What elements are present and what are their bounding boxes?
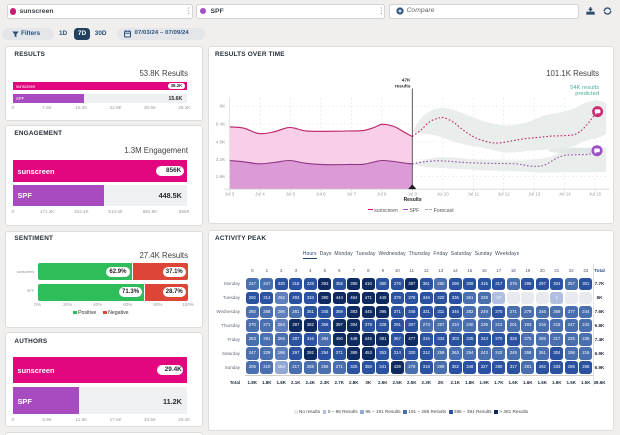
svg-text:Jul 14: Jul 14 <box>559 191 572 196</box>
svg-text:Jul 9: Jul 9 <box>408 191 418 196</box>
svg-text:Results: Results <box>404 197 422 203</box>
svg-text:Jul 15: Jul 15 <box>589 191 602 196</box>
svg-text:1.6K: 1.6K <box>216 174 225 179</box>
svg-text:Jul 10: Jul 10 <box>437 191 450 196</box>
svg-text:Jul 13: Jul 13 <box>528 191 541 196</box>
svg-text:Jul 8: Jul 8 <box>377 191 387 196</box>
svg-text:6.4K: 6.4K <box>216 121 225 126</box>
svg-text:Jul 12: Jul 12 <box>498 191 511 196</box>
svg-text:8K: 8K <box>219 103 225 108</box>
svg-text:Jul 11: Jul 11 <box>467 191 479 196</box>
svg-text:Jul 5: Jul 5 <box>286 191 296 196</box>
svg-text:Jul 6: Jul 6 <box>316 191 326 196</box>
svg-text:Jul 7: Jul 7 <box>347 191 357 196</box>
svg-text:Jul 4: Jul 4 <box>255 191 265 196</box>
svg-text:results: results <box>395 83 411 89</box>
svg-text:47K: 47K <box>402 77 411 83</box>
svg-text:Jul 3: Jul 3 <box>225 191 235 196</box>
svg-text:3.2K: 3.2K <box>216 156 225 161</box>
svg-text:4.8K: 4.8K <box>216 139 225 144</box>
